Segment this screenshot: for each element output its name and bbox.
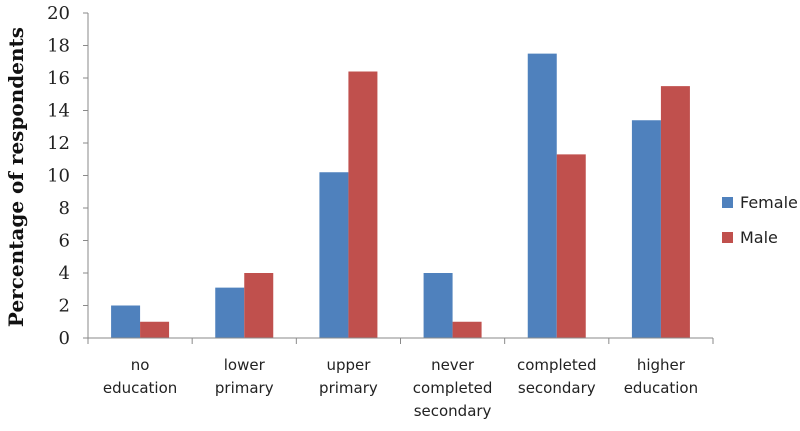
x-category-label-line: secondary [518, 379, 596, 397]
y-axis-label: Percentage of respondents [4, 27, 28, 327]
bar-female [319, 172, 349, 338]
legend-swatch-male [722, 232, 733, 243]
y-tick-label: 8 [59, 198, 70, 219]
x-category-label-line: secondary [414, 402, 492, 420]
x-category-label: never completed secondary [413, 356, 493, 420]
x-category-label: higher education [624, 356, 698, 397]
y-axis-ticks: 0 2 4 6 8 10 12 14 16 18 20 [47, 3, 88, 349]
bar-male [140, 321, 170, 338]
bars [111, 53, 690, 338]
x-category-label-line: higher [637, 356, 686, 374]
y-tick-label: 12 [47, 133, 70, 154]
bar-female [631, 120, 661, 338]
x-category-label-line: completed [413, 379, 493, 397]
x-category-label: upper primary [319, 356, 378, 397]
bar-male [452, 321, 482, 338]
y-tick-label: 16 [47, 68, 70, 89]
x-category-label-line: primary [215, 379, 274, 397]
x-axis-labels: no education lower primary upper primary never… [103, 356, 698, 420]
bar-female [423, 273, 453, 338]
x-category-label-line: no [131, 356, 150, 374]
bar-male [244, 273, 274, 338]
y-tick-label: 2 [59, 296, 70, 317]
legend-label-male: Male [740, 228, 778, 247]
bar-male [660, 86, 690, 338]
bar-female [527, 53, 557, 338]
bar-female [215, 287, 245, 338]
x-category-label-line: lower [224, 356, 266, 374]
x-axis-ticks [87, 338, 714, 344]
x-category-label: lower primary [215, 356, 274, 397]
legend: Female Male [722, 193, 798, 247]
x-category-label-line: education [624, 379, 698, 397]
legend-swatch-female [722, 197, 733, 208]
bar-male [348, 71, 378, 338]
x-category-label: no education [103, 356, 177, 397]
bar-male [556, 154, 586, 338]
x-category-label-line: completed [517, 356, 597, 374]
y-tick-label: 14 [47, 101, 70, 122]
x-category-label-line: never [431, 356, 475, 374]
y-tick-label: 4 [59, 263, 70, 284]
x-category-label-line: upper [326, 356, 371, 374]
y-tick-label: 6 [59, 231, 70, 252]
y-tick-label: 18 [47, 36, 70, 57]
x-category-label-line: education [103, 379, 177, 397]
y-tick-label: 10 [47, 166, 70, 187]
x-category-label-line: primary [319, 379, 378, 397]
y-tick-label: 0 [59, 328, 70, 349]
legend-label-female: Female [740, 193, 798, 212]
y-tick-label: 20 [47, 3, 70, 24]
x-category-label: completed secondary [517, 356, 597, 397]
bar-female [111, 305, 141, 338]
